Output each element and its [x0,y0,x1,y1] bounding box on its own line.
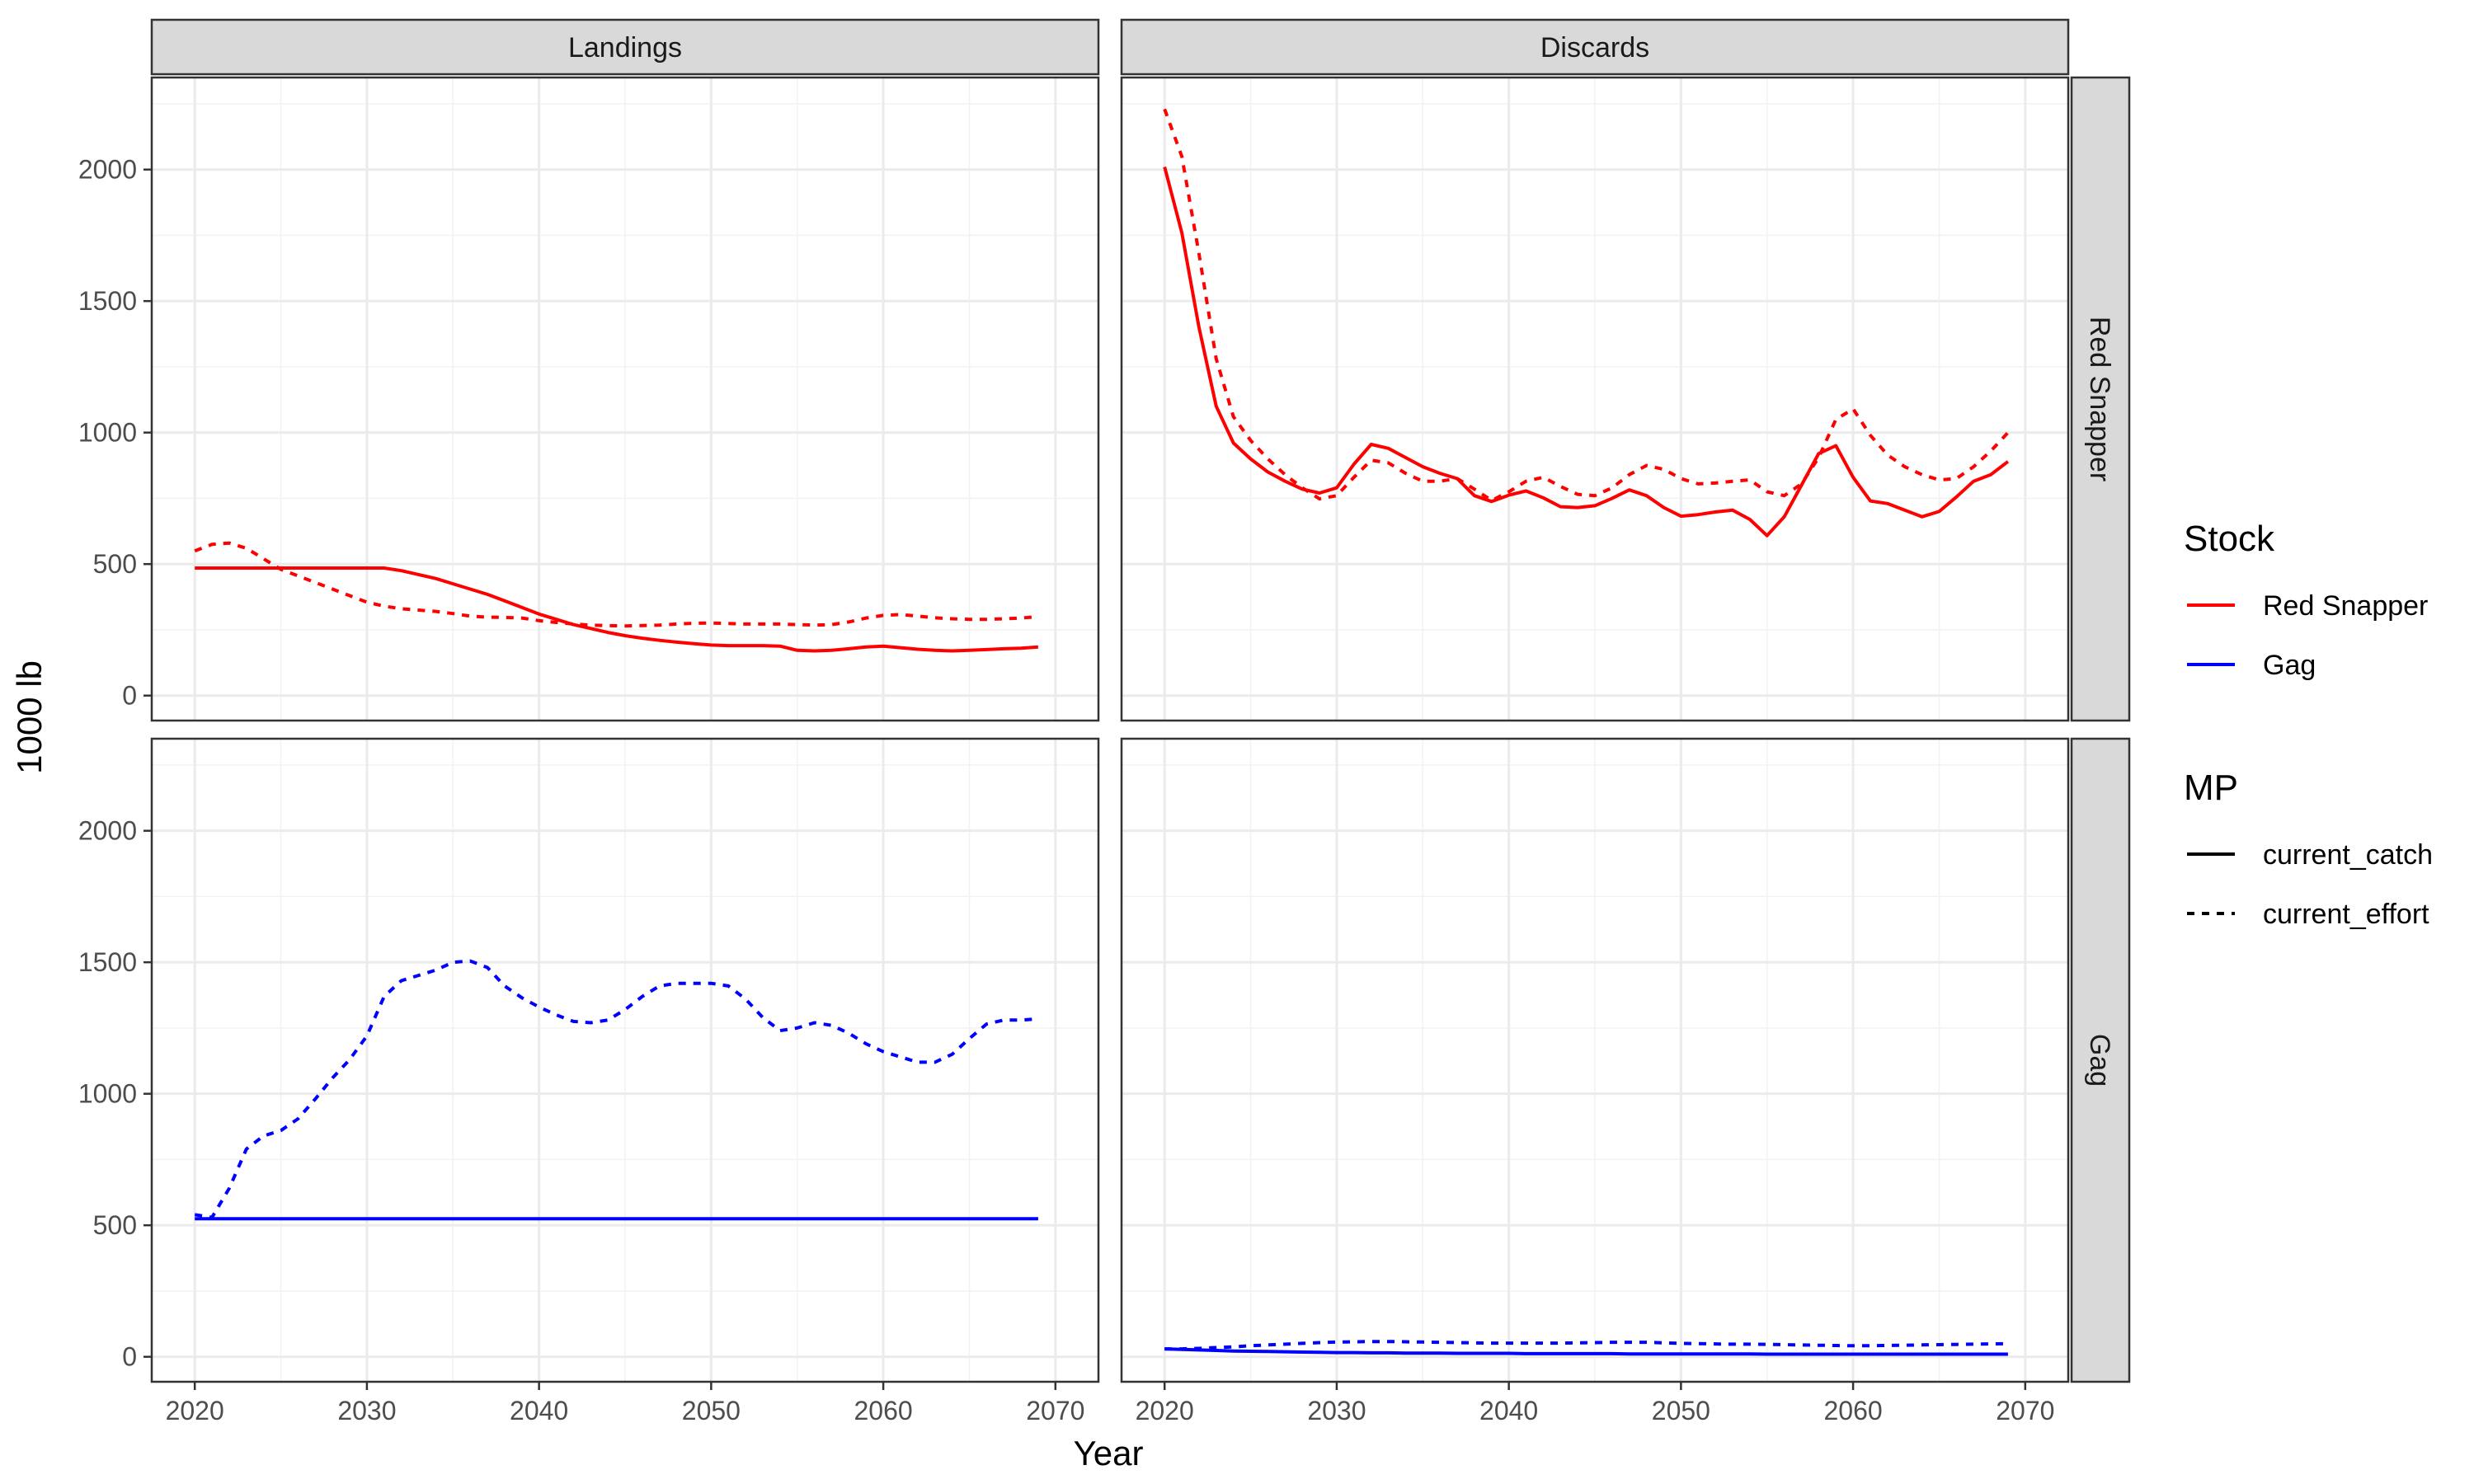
panels-layer [152,77,2068,1382]
x-tick-label: 2020 [166,1396,224,1425]
x-tick-label: 2040 [510,1396,568,1425]
x-tick-label: 2040 [1479,1396,1538,1425]
y-tick-label: 1000 [78,418,137,448]
y-tick-label: 0 [122,1342,137,1372]
series-line-gag-current-catch [1164,1347,2008,1356]
series-line-gag-current-effort [1164,1340,2008,1351]
panel-border [1120,737,2070,1383]
facet-strip-column [1120,18,2070,76]
legend-title: MP [2184,768,2238,808]
facet-label-red-snapper: Red Snapper [2084,317,2115,481]
x-tick-label: 2070 [1026,1396,1084,1425]
y-tick-label: 2000 [78,816,137,846]
legend-title: Stock [2184,519,2275,559]
panel-border [150,76,1100,722]
x-tick-label: 2030 [1307,1396,1366,1425]
x-tick-label: 2070 [1996,1396,2054,1425]
panel-border [1120,76,2070,722]
facet-strip-row [2070,76,2131,722]
legend-label: Gag [2263,650,2316,681]
facet-label-landings: Landings [568,32,682,63]
x-tick-label: 2020 [1136,1396,1194,1425]
legend-stock: Stock Red Snapper Gag [2184,519,2428,681]
y-tick-label: 1500 [78,286,137,316]
facet-label-discards: Discards [1540,32,1649,63]
axes-layer: 0 500 1000 1500 2000 0 500 1000 1500 2000 2020 2030… [78,155,2055,1425]
frames-layer: Landings Discards Red Snapper Gag [150,18,2131,1383]
x-tick-label: 2060 [1823,1396,1882,1425]
legend-mp: MP current_catch current_effort [2184,768,2433,930]
x-tick-label: 2050 [682,1396,741,1425]
x-tick-label: 2060 [854,1396,912,1425]
y-tick-label: 0 [122,681,137,711]
series-line-red-snapper-current-effort [194,541,1039,628]
y-tick-label: 1500 [78,947,137,977]
y-tick-label: 500 [93,1210,137,1240]
series-line-red-snapper-current-effort [1163,108,2010,502]
lines-layer [194,108,2010,1356]
legend-label: current_effort [2263,899,2429,930]
series-line-red-snapper-current-catch [195,566,1039,653]
x-tick-label: 2050 [1652,1396,1710,1425]
facet-strip-column [150,18,1100,76]
x-tick-label: 2030 [337,1396,396,1425]
panel-border [150,737,1100,1383]
legend: Stock Red Snapper Gag MP current_catchcurren… [2184,519,2433,930]
y-tick-label: 2000 [78,155,137,185]
y-tick-label: 1000 [78,1079,137,1109]
facet-label-gag: Gag [2084,1034,2115,1087]
x-axis-title: Year [1074,1434,1144,1472]
legend-label: current_catch [2263,839,2433,871]
y-axis-title: 1000 lb [10,660,49,774]
series-line-gag-current-effort [194,959,1039,1219]
legend-label: Red Snapper [2263,590,2428,622]
facet-strip-row [2070,737,2131,1383]
y-tick-label: 500 [93,549,137,579]
